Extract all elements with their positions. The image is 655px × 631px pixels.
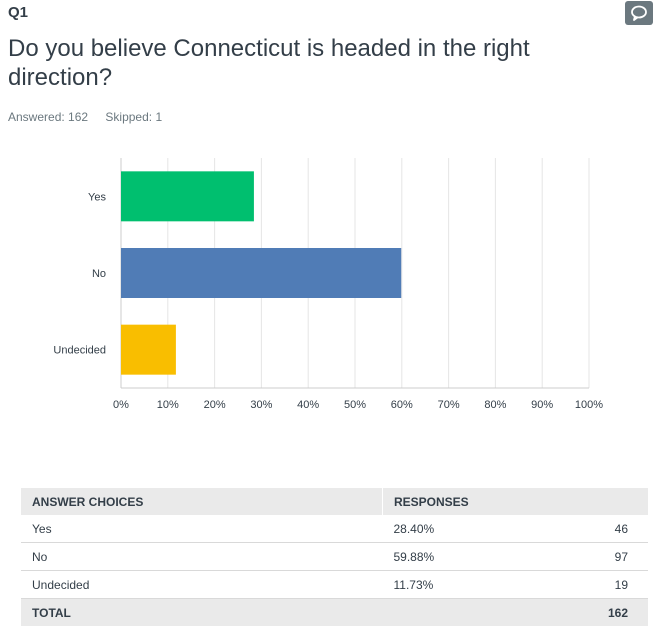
x-tick-label: 80% <box>484 399 506 411</box>
comment-icon <box>631 5 647 21</box>
row-choice: Yes <box>21 515 383 543</box>
table-header-row: ANSWER CHOICES RESPONSES <box>21 488 648 515</box>
table-row: Undecided 11.73% 19 <box>21 570 648 599</box>
bar-undecided <box>121 324 176 375</box>
responses-table: ANSWER CHOICES RESPONSES Yes 28.40% 46 N… <box>21 488 648 626</box>
x-tick-label: 40% <box>297 399 319 411</box>
bar-no <box>121 248 402 298</box>
row-count: 46 <box>516 515 648 543</box>
row-percent: 59.88% <box>382 542 517 571</box>
category-label: Yes <box>88 191 106 203</box>
category-label: Undecided <box>53 345 106 357</box>
response-stats: Answered: 162 Skipped: 1 <box>8 110 176 124</box>
total-count: 162 <box>516 598 648 626</box>
row-count: 19 <box>516 570 648 599</box>
question-number: Q1 <box>8 4 29 21</box>
header-responses: RESPONSES <box>382 488 648 515</box>
x-tick-label: 70% <box>438 399 460 411</box>
row-count: 97 <box>516 542 648 571</box>
bar-chart: 0% 10% 20% 30% 40% 50% 60% 70% 80% 90% 100% Yes No Un… <box>53 158 603 411</box>
x-tick-label: 0% <box>113 399 129 411</box>
row-choice: Undecided <box>21 570 383 599</box>
row-choice: No <box>21 542 383 571</box>
skipped-count: Skipped: 1 <box>105 110 163 124</box>
x-tick-label: 100% <box>575 399 603 411</box>
x-tick-label: 30% <box>250 399 272 411</box>
question-title: Do you believe Connecticut is headed in … <box>8 35 530 91</box>
table-row: Yes 28.40% 46 <box>21 515 648 543</box>
category-label: No <box>92 268 106 280</box>
total-spacer <box>382 598 517 626</box>
table-row: No 59.88% 97 <box>21 542 648 571</box>
header-answer-choices: ANSWER CHOICES <box>21 488 383 515</box>
comment-button[interactable] <box>625 1 653 25</box>
x-tick-label: 60% <box>391 399 413 411</box>
row-percent: 28.40% <box>382 515 517 543</box>
row-percent: 11.73% <box>382 570 517 599</box>
table-total-row: TOTAL 162 <box>21 598 648 626</box>
total-label: TOTAL <box>21 598 383 626</box>
x-tick-label: 10% <box>157 399 179 411</box>
x-tick-label: 50% <box>344 399 366 411</box>
x-tick-label: 20% <box>204 399 226 411</box>
answered-count: Answered: 162 <box>8 110 89 124</box>
x-tick-label: 90% <box>531 399 553 411</box>
bar-yes <box>121 171 254 222</box>
